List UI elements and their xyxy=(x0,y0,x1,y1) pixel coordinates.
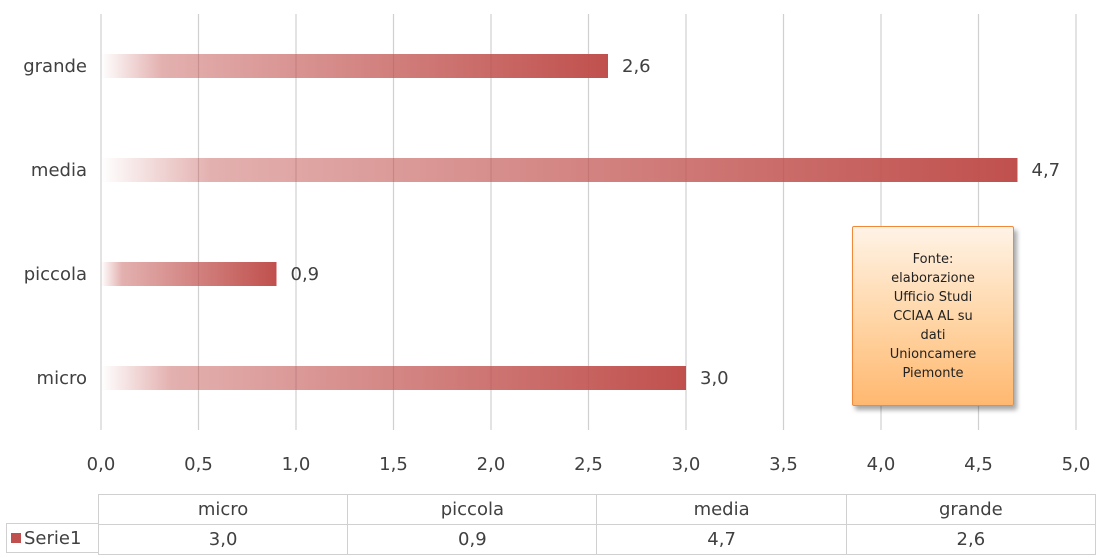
y-tick-label: grande xyxy=(23,56,87,77)
y-tick-label: piccola xyxy=(24,264,87,285)
data-label: 3,0 xyxy=(700,368,729,389)
labels: 0,0 0,5 1,0 1,5 2,0 2,5 3,0 3,5 4,0 4,5 5,0 micro 3,… xyxy=(23,56,1090,475)
x-tick-label: 1,0 xyxy=(282,454,311,475)
data-table-category: micro xyxy=(97,494,349,525)
x-tick-label: 4,5 xyxy=(964,454,993,475)
data-table-series-cell: Serie1 xyxy=(6,523,98,553)
data-table-value: 2,6 xyxy=(845,524,1096,555)
bar xyxy=(101,54,608,78)
data-table-category: piccola xyxy=(347,494,598,525)
data-table-header-row: micro piccola media grande xyxy=(97,494,1096,525)
x-tick-label: 0,5 xyxy=(184,454,213,475)
source-annotation: Fonte: elaborazione Ufficio Studi CCIAA … xyxy=(852,226,1014,406)
bar xyxy=(101,366,686,390)
bar xyxy=(101,262,277,286)
x-tick-label: 5,0 xyxy=(1062,454,1091,475)
x-tick-label: 2,5 xyxy=(574,454,603,475)
data-table-value: 4,7 xyxy=(596,524,847,555)
data-table-value: 0,9 xyxy=(347,524,598,555)
data-table-series-name: Serie1 xyxy=(24,527,82,549)
x-tick-label: 3,5 xyxy=(769,454,798,475)
y-tick-label: media xyxy=(31,160,87,181)
source-text: Fonte: elaborazione Ufficio Studi CCIAA … xyxy=(889,251,977,381)
x-tick-label: 4,0 xyxy=(867,454,896,475)
data-table-value: 3,0 xyxy=(97,524,349,555)
y-tick-label: micro xyxy=(37,368,87,389)
bars xyxy=(101,54,1018,390)
data-label: 2,6 xyxy=(622,56,651,77)
x-tick-label: 1,5 xyxy=(379,454,408,475)
data-table: micro piccola media grande 3,0 0,9 4,7 2… xyxy=(97,494,1096,555)
x-tick-label: 0,0 xyxy=(87,454,116,475)
data-label: 4,7 xyxy=(1032,160,1061,181)
x-tick-label: 3,0 xyxy=(672,454,701,475)
legend-key-icon xyxy=(11,533,21,543)
data-table-category: grande xyxy=(845,494,1096,525)
x-tick-label: 2,0 xyxy=(477,454,506,475)
data-table-category: media xyxy=(596,494,847,525)
data-label: 0,9 xyxy=(291,264,320,285)
bar xyxy=(101,158,1018,182)
data-table-value-row: 3,0 0,9 4,7 2,6 xyxy=(97,524,1096,555)
